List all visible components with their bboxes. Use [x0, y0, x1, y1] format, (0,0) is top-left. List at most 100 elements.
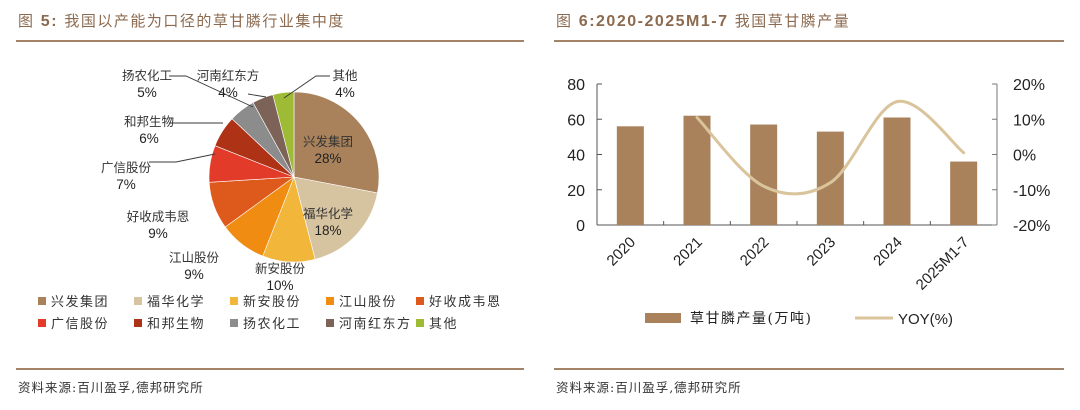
figure-5-title-number: 5: [40, 13, 59, 30]
figure-6-bottom-rule [554, 368, 1064, 370]
y-right-tick-label: -10% [1013, 183, 1050, 200]
pie-slice-percent: 9% [148, 226, 168, 241]
figure-6-title-prefix: 图 [556, 12, 573, 30]
pie-leader-line [283, 75, 330, 99]
pie-legend-item: 广信股份 [38, 317, 109, 332]
pie-slice-percent: 4% [335, 85, 355, 100]
x-tick-label: 2025M1-7 [913, 234, 973, 294]
pie-legend-item: 其他 [416, 317, 458, 332]
pie-legend-item: 和邦生物 [134, 317, 205, 332]
legend-swatch [416, 319, 424, 327]
legend-label: 和邦生物 [147, 317, 205, 332]
pie-slice-percent: 10% [266, 278, 293, 293]
figure-5-source: 资料来源:百川盈孚,德邦研究所 [18, 380, 204, 395]
pie-slice-percent: 9% [184, 267, 204, 282]
legend-swatch [326, 319, 334, 327]
bar-chart-legend: 草甘膦产量(万吨) YOY(%) [645, 311, 953, 328]
pie-slice-label: 福华化学 [303, 206, 353, 221]
legend-label-line: YOY(%) [898, 311, 953, 328]
legend-label: 兴发集团 [51, 294, 109, 310]
pie-slice-percent: 18% [314, 223, 341, 238]
bar [750, 124, 778, 225]
figure-6-title-text: 我国草甘膦产量 [734, 12, 851, 30]
pie-slice-label: 其他 [332, 68, 358, 83]
x-tick-label: 2024 [870, 234, 906, 270]
pie-legend-item: 新安股份 [230, 294, 301, 310]
figure-5-panel: 图 5: 我国以产能为口径的草甘膦行业集中度 兴发集团 28% 福华化学 18% 新安股… [16, 0, 524, 410]
legend-label: 新安股份 [243, 294, 301, 310]
legend-swatch [326, 297, 334, 305]
pie-leader-line [149, 153, 216, 163]
figure-5-title-prefix: 图 [18, 12, 35, 30]
figure-6-source: 资料来源:百川盈孚,德邦研究所 [556, 380, 742, 395]
figure-5-title: 图 5: 我国以产能为口径的草甘膦行业集中度 [18, 10, 345, 31]
legend-swatch [230, 297, 238, 305]
y-right-tick-label: 10% [1013, 112, 1045, 129]
pie-legend-item: 福华化学 [134, 294, 205, 310]
y-right-tick-label: 0% [1013, 148, 1036, 165]
legend-swatch-bar [645, 313, 681, 323]
pie-legend-item: 河南红东方 [326, 316, 412, 332]
bar [816, 131, 844, 225]
pie-legend-item: 江山股份 [326, 295, 397, 310]
pie-slice-label: 河南红东方 [197, 68, 260, 83]
pie-slice-label: 好收成韦恩 [127, 209, 190, 224]
x-tick-label: 2023 [804, 234, 840, 270]
legend-label: 河南红东方 [339, 316, 412, 332]
y-left-tick-label: 0 [576, 218, 585, 235]
pie-slice-label: 和邦生物 [124, 114, 174, 129]
pie-slice-percent: 5% [137, 85, 157, 100]
legend-label: 其他 [429, 317, 458, 332]
pie-slice-percent: 28% [314, 151, 341, 166]
legend-swatch [38, 319, 46, 327]
pie-slice-label: 兴发集团 [303, 134, 353, 149]
legend-label: 福华化学 [147, 294, 205, 310]
bar [883, 117, 911, 225]
pie-slice [293, 91, 380, 194]
y-left-tick-label: 20 [567, 183, 585, 200]
figure-6-title-number: 6:2020-2025M1-7 [578, 13, 729, 30]
legend-label: 广信股份 [51, 317, 109, 332]
pie-slice-label: 广信股份 [101, 160, 152, 175]
y-right-tick-label: -20% [1013, 218, 1050, 235]
bar [950, 161, 978, 225]
pie-slice-percent: 7% [116, 177, 136, 192]
pie-slice-percent: 6% [139, 131, 159, 146]
legend-label: 扬农化工 [243, 317, 301, 332]
figure-6-title: 图 6:2020-2025M1-7 我国草甘膦产量 [556, 10, 850, 31]
legend-swatch [134, 297, 142, 305]
figure-5-title-text: 我国以产能为口径的草甘膦行业集中度 [64, 12, 345, 30]
legend-swatch [38, 297, 46, 305]
legend-label-bar: 草甘膦产量(万吨) [690, 311, 812, 327]
legend-swatch [134, 319, 142, 327]
x-tick-label: 2022 [737, 234, 773, 270]
y-left-tick-label: 40 [567, 148, 585, 165]
pie-slice-label: 江山股份 [169, 250, 220, 265]
figure-5-top-rule [16, 40, 524, 42]
figure-6-top-rule [554, 40, 1064, 42]
bar-line-chart: 0 20 40 60 80 -20% -10% 0% 10% 20% 2020 2021 2022 202… [567, 77, 1050, 328]
legend-label: 江山股份 [339, 295, 397, 310]
pie-leader-line [169, 75, 254, 108]
x-tick-label: 2021 [670, 234, 706, 270]
pie-slice [293, 176, 378, 260]
pie-legend-item: 扬农化工 [230, 317, 301, 332]
pie-slice [272, 91, 295, 178]
bar [616, 126, 644, 225]
x-tick-label: 2020 [604, 234, 640, 270]
pie-slice-percent: 4% [218, 85, 238, 100]
y-right-tick-label: 20% [1013, 77, 1045, 94]
pie-slice-label: 扬农化工 [122, 68, 172, 83]
legend-swatch [230, 319, 238, 327]
pie-slice-label: 新安股份 [255, 261, 306, 276]
pie-legend-item: 好收成韦恩 [416, 295, 502, 310]
y-left-tick-label: 80 [567, 77, 585, 94]
figure-6-panel: 图 6:2020-2025M1-7 我国草甘膦产量 0 20 40 60 80 -20% -… [554, 0, 1064, 410]
pie-legend-item: 兴发集团 [38, 294, 109, 310]
legend-swatch [416, 297, 424, 305]
pie-chart: 兴发集团28%福华化学18%新安股份10%江山股份9%好收成韦恩9%广信股份7%… [38, 68, 502, 332]
bar [683, 115, 711, 225]
pie-leader-line [247, 93, 267, 98]
legend-label: 好收成韦恩 [429, 295, 502, 310]
y-left-tick-label: 60 [567, 112, 585, 129]
